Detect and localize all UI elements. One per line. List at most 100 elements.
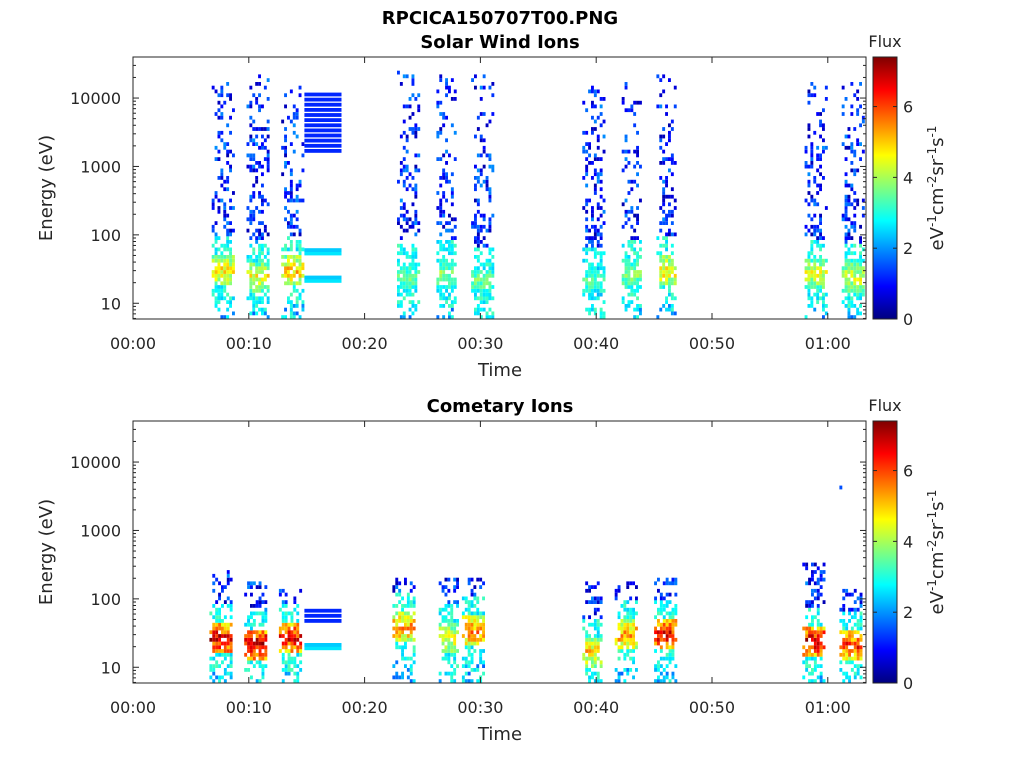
heatmap-cell [850,656,854,661]
heatmap-cell [226,179,230,184]
heatmap-cell [289,266,293,271]
heatmap-cell [802,660,806,665]
heatmap-cell [263,307,267,312]
heatmap-cell [456,577,459,582]
heatmap-cell [295,240,299,244]
heatmap-cell [674,607,678,612]
heatmap-cell [397,70,400,75]
x-axis-label: Time [477,360,522,381]
heatmap-cell [848,649,851,653]
heatmap-cell [261,142,264,146]
heatmap-cell [447,622,451,627]
heatmap-cell [482,262,486,267]
heatmap-cell [671,675,675,680]
heatmap-cell [859,266,862,271]
heatmap-cell [447,641,451,646]
heatmap-cell [252,258,256,263]
heatmap-cell [599,123,603,128]
heatmap-cell [633,213,637,218]
heatmap-cell [623,679,627,683]
heatmap-cell [266,262,270,267]
heatmap-cell [859,288,862,293]
heatmap-cell [657,577,660,582]
heatmap-cell [639,247,642,252]
heatmap-cell [209,656,213,661]
heatmap-cell [296,652,300,657]
heatmap-cell [621,97,625,101]
heatmap-cell [441,649,445,653]
heatmap-cell [295,288,299,293]
heatmap-cell [602,277,606,282]
heatmap-cell [261,262,264,267]
heatmap-cell [229,149,232,154]
heatmap-cell [593,266,597,271]
heatmap-cell [444,652,448,657]
heatmap-cell [232,262,235,267]
heatmap-cell [247,630,250,635]
heatmap-cell [215,652,219,657]
heatmap-cell [816,168,820,173]
heatmap-cell [249,288,253,293]
heatmap-cell [662,266,666,271]
heatmap-cell [596,671,600,676]
heatmap-cell [264,649,268,653]
heatmap-cell [261,209,264,214]
heatmap-cell [819,675,823,680]
heatmap-cell [255,679,259,683]
heatmap-cell [461,634,465,638]
heatmap-cell [255,637,259,642]
heatmap-cell [258,232,261,237]
heatmap-cell [626,652,630,657]
heatmap-cell [668,194,671,199]
heatmap-cell [588,637,591,642]
heatmap-cell [591,115,594,120]
heatmap-cell [470,577,474,582]
heatmap-cell [474,247,477,252]
heatmap-cell [813,93,817,98]
heatmap-cell [479,183,483,188]
heatmap-cell [261,592,265,597]
heatmap-cell [593,660,597,665]
heatmap-cell [456,581,459,586]
heatmap-cell [847,281,851,286]
heatmap-cell [402,273,406,278]
heatmap-cell [474,224,477,229]
heatmap-cell [822,243,825,248]
heatmap-cell [626,600,630,604]
heatmap-cell [215,664,219,668]
heatmap-cell [662,637,666,642]
heatmap-cell [816,581,820,586]
heatmap-cell [482,300,486,304]
heatmap-cell [627,179,631,184]
heatmap-cell [804,232,808,237]
heatmap-cell [214,258,218,263]
heatmap-cell [620,634,624,638]
heatmap-cell [289,187,293,192]
heatmap-cell [819,258,822,263]
heatmap-cell [588,236,591,240]
heatmap-cell [596,266,600,271]
heatmap-cell [639,277,642,282]
heatmap-cell [448,281,451,286]
heatmap-cell [261,198,264,203]
heatmap-cell [411,187,415,192]
heatmap-cell [417,127,421,131]
heatmap-cell [850,145,854,150]
heatmap-cell [659,645,663,650]
heatmap-cell [665,577,669,582]
heatmap-cell [861,266,865,271]
heatmap-cell [632,641,635,646]
heatmap-cell [662,262,666,267]
heatmap-cell [624,262,628,267]
heatmap-cell [264,634,268,638]
heatmap-cell [284,664,288,668]
heatmap-cell [804,266,808,271]
heatmap-cell [295,134,299,139]
heatmap-cell [811,615,814,620]
heatmap-cell [261,270,264,274]
heatmap-cell [217,262,221,267]
heatmap-cell [246,142,250,146]
heatmap-cell [657,668,660,672]
heatmap-cell [636,161,639,165]
heatmap-cell [482,660,485,665]
